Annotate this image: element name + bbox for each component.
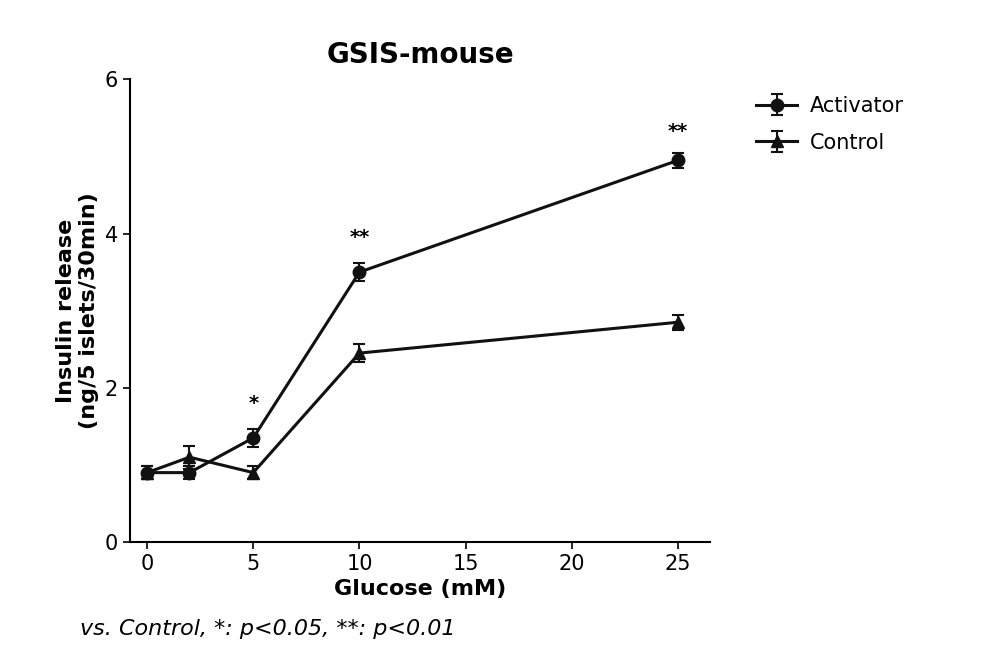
Legend: Activator, Control: Activator, Control [749,90,910,159]
X-axis label: Glucose (mM): Glucose (mM) [334,580,506,600]
Text: vs. Control, *: p<0.05, **: p<0.01: vs. Control, *: p<0.05, **: p<0.01 [80,619,456,639]
Title: GSIS-mouse: GSIS-mouse [326,41,514,69]
Y-axis label: Insulin release
(ng/5 islets/30min): Insulin release (ng/5 islets/30min) [56,192,99,429]
Text: **: ** [349,229,370,247]
Text: **: ** [668,122,688,141]
Text: *: * [248,394,258,413]
